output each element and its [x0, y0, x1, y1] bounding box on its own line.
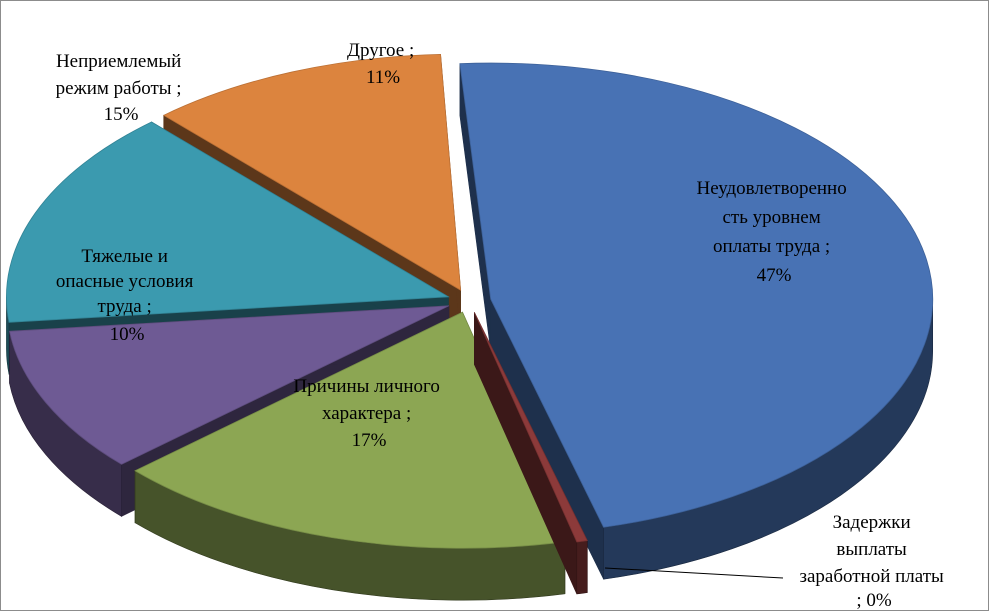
- slice-label-hard: Тяжелые и опасные условия труда ; 10%: [56, 246, 198, 345]
- slice-label-hard-line-3: труда ;: [98, 296, 152, 317]
- slice-label-hard-line-2: опасные условия: [56, 271, 194, 292]
- slice-label-other-line-1: Другое ;: [347, 40, 414, 61]
- slice-mode-top: [6, 121, 450, 323]
- slice-label-hard-line-1: Тяжелые и: [81, 246, 168, 267]
- slice-label-mode-line-1: Неприемлемый: [56, 51, 181, 72]
- slice-label-pay-line-3: оплаты труда ;: [713, 236, 830, 257]
- slice-label-delay-line-2: выплаты: [836, 539, 907, 560]
- slice-other-top: [162, 53, 462, 291]
- slice-label-other-value: 11%: [366, 67, 400, 88]
- slice-delay-rim: [576, 540, 588, 595]
- slice-label-personal-line-1: Причины личного: [293, 376, 440, 397]
- slice-label-mode-value: 15%: [104, 104, 139, 125]
- slice-label-pay: Неудовлетворенно сть уровнем оплаты труд…: [697, 178, 852, 286]
- slice-label-delay-value: ; 0%: [856, 590, 892, 610]
- slice-label-delay-line-1: Задержки: [833, 512, 911, 533]
- slice-label-personal: Причины личного характера ; 17%: [293, 376, 444, 451]
- slice-label-pay-line-1: Неудовлетворенно: [697, 178, 847, 199]
- slice-label-pay-value: 47%: [757, 265, 792, 286]
- slice-label-pay-line-2: сть уровнем: [723, 207, 821, 228]
- slice-pay-top: [459, 62, 934, 528]
- slice-personal-top: [134, 311, 566, 549]
- slice-label-mode: Неприемлемый режим работы ; 15%: [56, 51, 187, 125]
- slice-label-personal-value: 17%: [352, 430, 387, 451]
- slice-label-delay-line-3: заработной платы: [799, 566, 944, 587]
- slice-delay-top: [473, 312, 588, 543]
- slice-label-personal-line-2: характера ;: [322, 403, 411, 424]
- pie-slices: [6, 53, 934, 601]
- slice-delay: [473, 312, 588, 595]
- slice-pay: [459, 62, 934, 580]
- slice-label-mode-line-2: режим работы ;: [56, 78, 182, 99]
- slice-label-delay: Задержки выплаты заработной платы ; 0%: [799, 512, 948, 610]
- slice-hard-top: [9, 305, 450, 465]
- slice-label-other: Другое ; 11%: [347, 40, 419, 88]
- leader-line-delay: [604, 567, 784, 579]
- slice-label-hard-value: 10%: [110, 324, 145, 345]
